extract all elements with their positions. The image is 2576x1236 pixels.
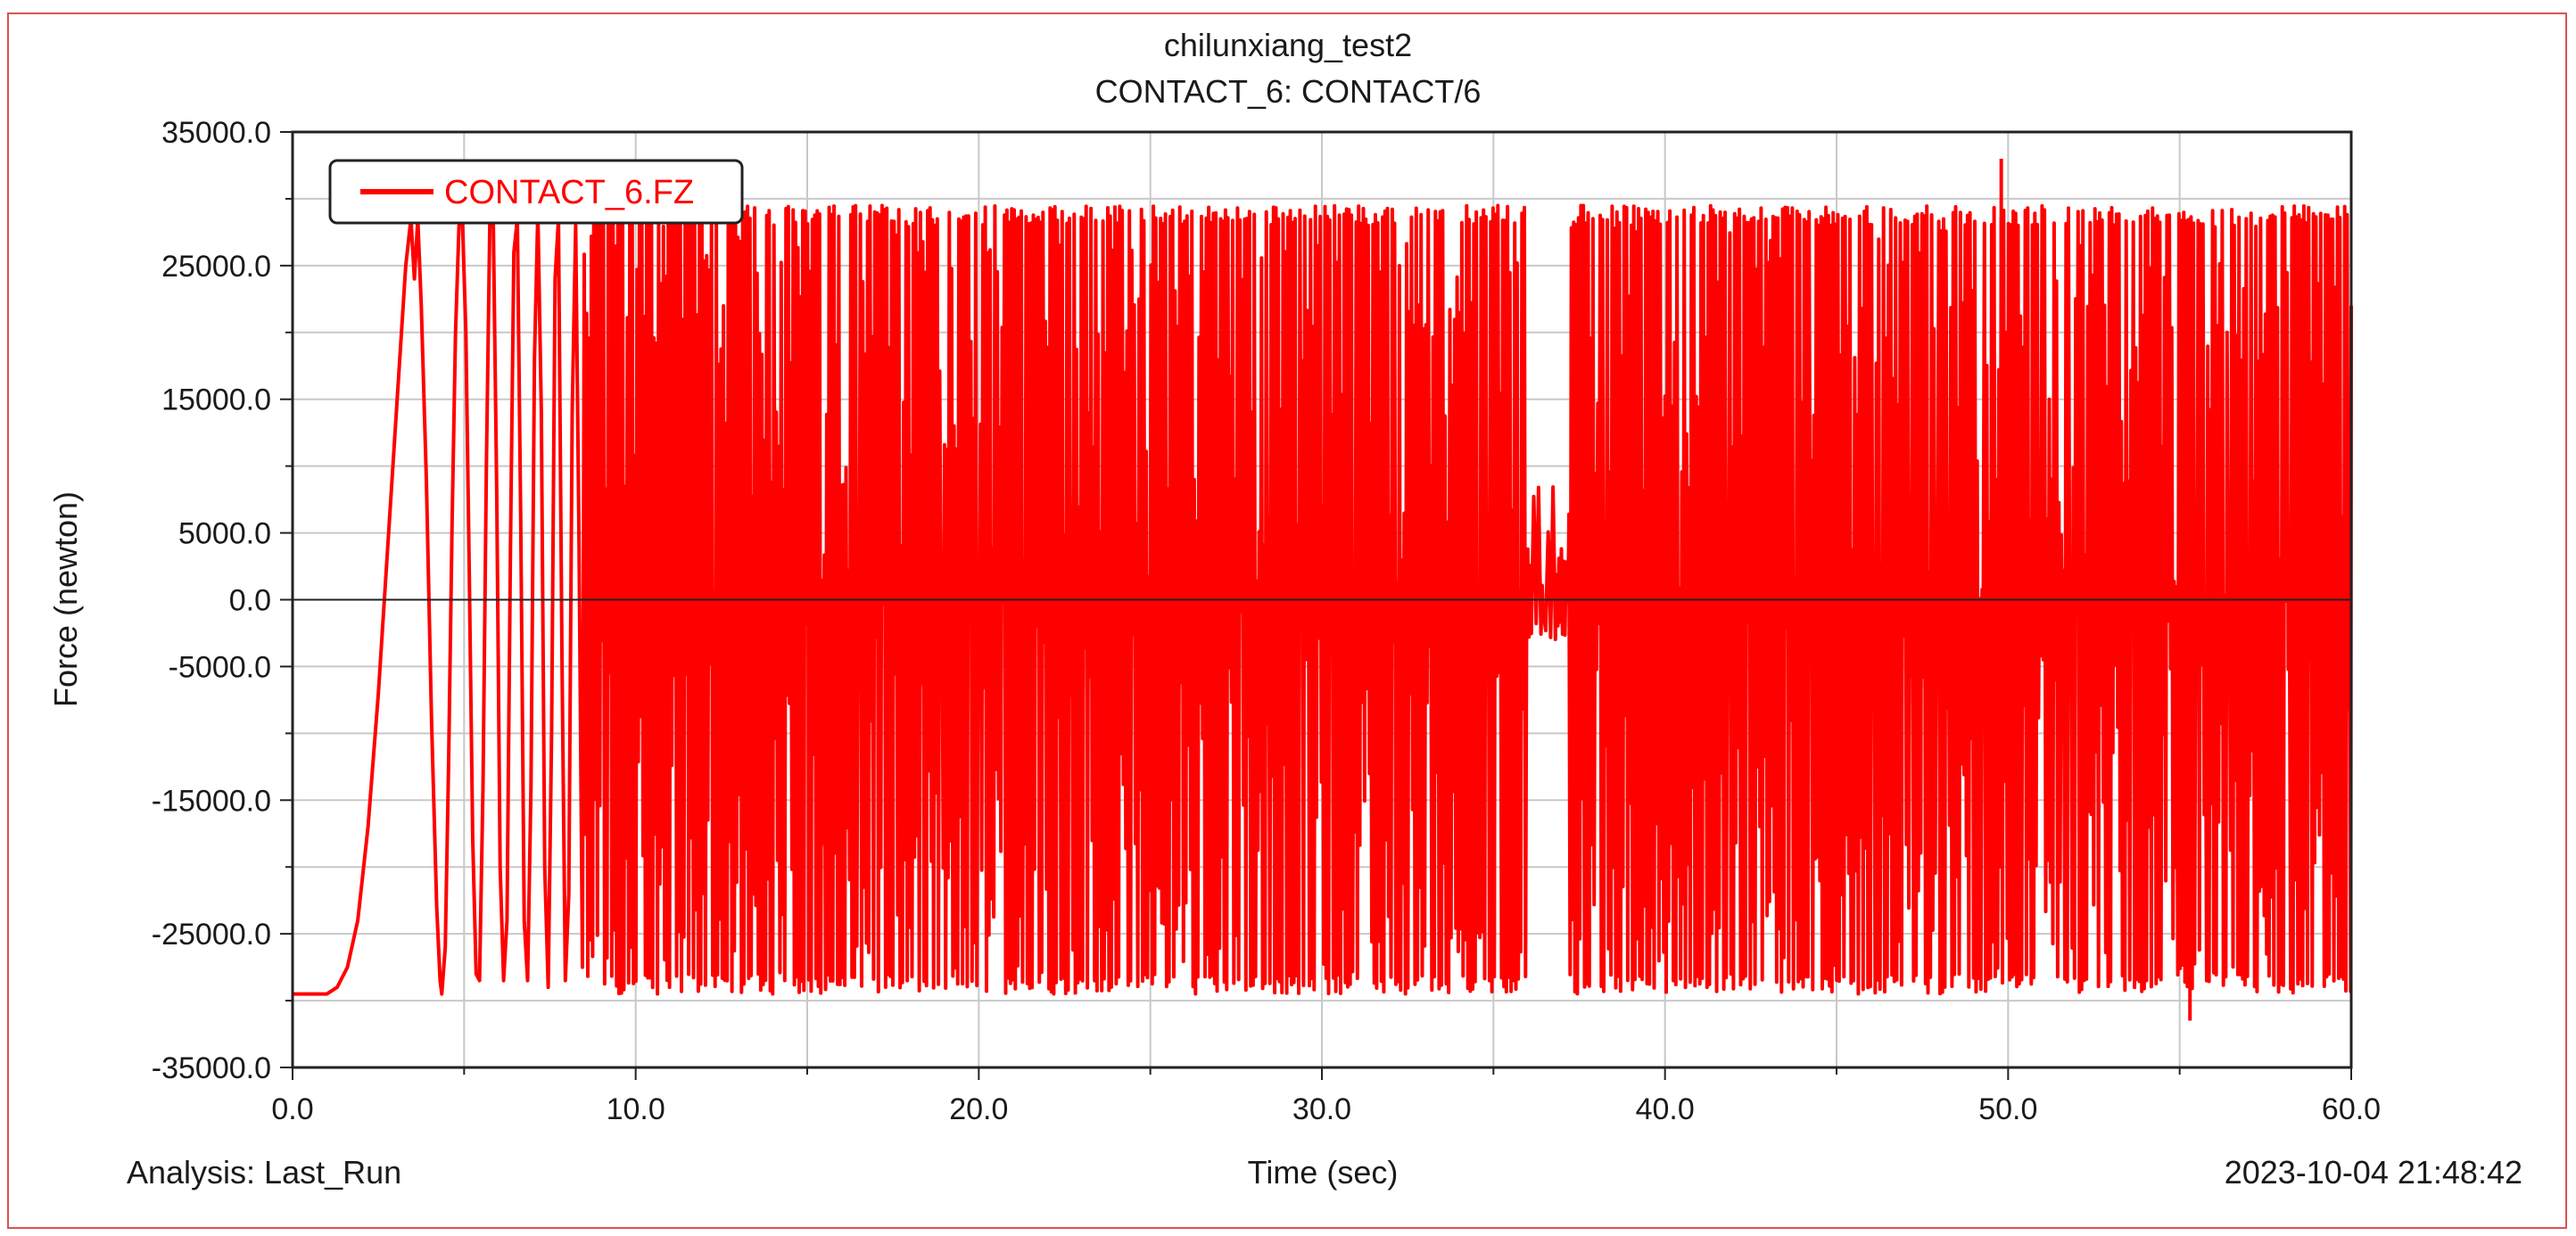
y-tick-label: -25000.0 bbox=[152, 918, 271, 952]
x-tick-label: 40.0 bbox=[1636, 1092, 1695, 1126]
x-tick-label: 0.0 bbox=[271, 1092, 313, 1126]
chart-subtitle: CONTACT_6: CONTACT/6 bbox=[1094, 73, 1482, 110]
y-tick-label: 5000.0 bbox=[178, 517, 271, 551]
y-tick-label: 15000.0 bbox=[161, 383, 271, 417]
chart-title: chilunxiang_test2 bbox=[1163, 27, 1413, 63]
x-tick-label: 10.0 bbox=[607, 1092, 665, 1126]
legend-box bbox=[328, 159, 744, 225]
x-tick-label: 50.0 bbox=[1978, 1092, 2037, 1126]
y-tick-label: -15000.0 bbox=[152, 784, 271, 818]
y-tick-label: -35000.0 bbox=[152, 1051, 271, 1085]
legend-label: CONTACT_6.FZ bbox=[444, 174, 694, 211]
chart-frame bbox=[7, 12, 2567, 1229]
y-tick-label: -5000.0 bbox=[169, 650, 271, 684]
x-tick-label: 20.0 bbox=[949, 1092, 1008, 1126]
timestamp: 2023-10-04 21:48:42 bbox=[2224, 1154, 2522, 1191]
y-tick-label: 25000.0 bbox=[161, 250, 271, 284]
x-tick-label: 60.0 bbox=[2322, 1092, 2381, 1126]
x-tick-label: 30.0 bbox=[1292, 1092, 1351, 1126]
y-tick-label: 0.0 bbox=[229, 584, 271, 618]
y-tick-label: 35000.0 bbox=[161, 116, 271, 150]
analysis-label: Analysis: Last_Run bbox=[127, 1154, 402, 1191]
x-axis-label: Time (sec) bbox=[1247, 1154, 1399, 1191]
